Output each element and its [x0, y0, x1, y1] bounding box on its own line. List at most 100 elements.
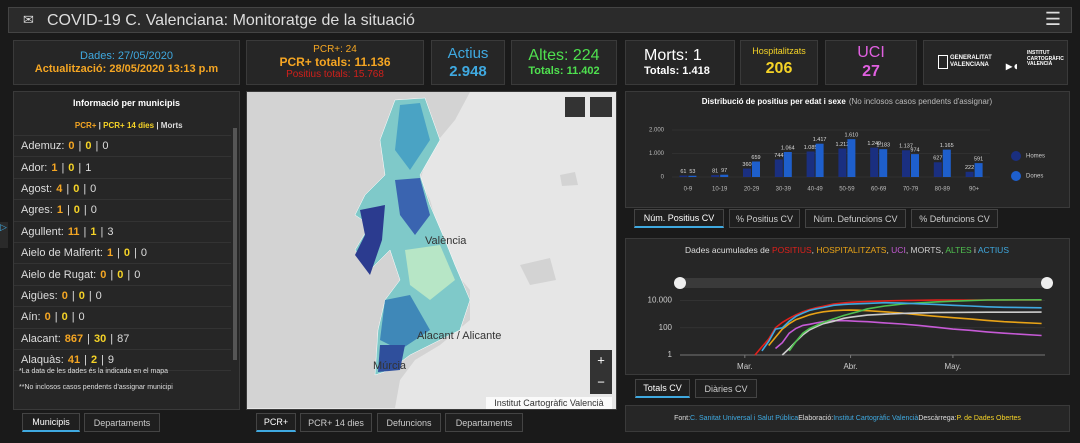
bar — [743, 168, 751, 177]
actius-value: 2.948 — [449, 62, 487, 80]
title-series: ALTES — [945, 245, 972, 255]
footer-link[interactable]: Institut Cartogràfic Valencià — [833, 415, 919, 422]
footer-link[interactable]: P. de Dades Obertes — [956, 415, 1021, 422]
data-date: Dades: 27/05/2020 — [80, 49, 173, 62]
separator: | — [66, 182, 70, 195]
municipality-value: 0 — [90, 182, 97, 195]
note: **No inclosos casos pendents d'assignar … — [19, 384, 173, 391]
x-tick-label: 80-89 — [935, 187, 951, 193]
municipality-value: 0 — [68, 140, 75, 153]
hosp-card: Hospitalitzats 206 — [740, 40, 818, 85]
bar — [720, 174, 729, 177]
tab[interactable]: PCR+ 14 dies — [300, 413, 372, 432]
menu-button[interactable]: ☰ — [1044, 9, 1061, 29]
separator: | — [101, 354, 104, 367]
value-label: 1.249 — [867, 141, 881, 147]
tab[interactable]: Defuncions — [377, 413, 441, 432]
value-label: 97 — [721, 168, 727, 174]
x-tick-label: 40-49 — [807, 187, 823, 193]
side-toggle[interactable]: ▷ — [0, 222, 8, 248]
municipality-value: 30 — [93, 332, 107, 345]
x-tick-label: 20-29 — [744, 187, 760, 193]
range-slider — [680, 278, 1047, 288]
separator: : — [93, 268, 97, 281]
footer-text: Elaboració: — [798, 415, 834, 422]
series-line — [754, 299, 1042, 356]
app-icon: ✉ — [23, 12, 34, 27]
tab[interactable]: PCR+ — [256, 413, 296, 432]
municipality-row: Aielo de Malferit:1 | 0 | 0 — [14, 243, 231, 265]
note: *La data de les dades és la indicada en … — [19, 368, 169, 375]
separator: | — [127, 268, 131, 281]
tab[interactable]: Totals CV — [635, 379, 690, 398]
municipality-value: 0 — [73, 182, 80, 195]
separator: | — [83, 204, 87, 217]
title-part: , — [812, 245, 817, 255]
municipality-name: Aielo de Rugat — [21, 268, 94, 281]
zoom-out-label[interactable]: − — [597, 374, 605, 389]
map-label: Múrcia — [373, 360, 407, 372]
map: + − València Alacant / Alicante Múrcia I… — [247, 92, 616, 409]
pcr-totals: PCR+ totals: 11.136 — [279, 54, 391, 69]
tab[interactable]: Núm. Defuncions CV — [805, 209, 906, 228]
zoom-out[interactable] — [590, 372, 612, 394]
tab[interactable]: Departaments — [84, 413, 160, 432]
x-tick-label: 60-69 — [871, 187, 887, 193]
municipality-value: 2 — [90, 354, 98, 367]
separator: | — [88, 289, 92, 302]
scrollbar[interactable] — [233, 128, 237, 360]
tab[interactable]: Departaments — [445, 413, 523, 432]
slider-handle[interactable] — [674, 277, 686, 289]
separator: : — [44, 161, 48, 174]
list-button[interactable] — [590, 97, 612, 117]
legend-marker — [1011, 171, 1021, 181]
legend-item: | Morts — [156, 121, 183, 130]
municipality-value: 1 — [51, 161, 58, 174]
tab[interactable]: % Positius CV — [729, 209, 800, 228]
separator: : — [37, 311, 41, 324]
uci-card: UCI 27 — [825, 40, 917, 85]
actius-card: Actius 2.948 — [431, 40, 505, 85]
separator: | — [66, 204, 70, 217]
value-label: 591 — [974, 157, 983, 163]
value-label: 53 — [689, 169, 695, 175]
tab[interactable]: % Defuncions CV — [911, 209, 998, 228]
slider-handle[interactable] — [1041, 277, 1053, 289]
legend-item: PCR+ 14 dies — [103, 121, 155, 130]
municipality-value: 1 — [90, 225, 97, 238]
value-label: 360 — [742, 162, 751, 168]
x-tick-label: Mar. — [737, 362, 753, 371]
municipality-row: Alaquàs:41 | 2 | 9 — [14, 350, 231, 372]
morts-totals: Totals: 1.418 — [644, 65, 710, 78]
tab[interactable]: Diàries CV — [695, 379, 757, 398]
separator: : — [61, 140, 65, 153]
municipality-value: 867 — [64, 332, 84, 345]
zoom-in[interactable] — [590, 350, 612, 372]
bar — [847, 139, 856, 177]
value-label: 81 — [712, 169, 718, 175]
actius-label: Actius — [447, 45, 489, 63]
footer-link[interactable]: C. Sanitat Universal i Salut Pública — [690, 415, 799, 422]
municipality-value: 0 — [68, 161, 75, 174]
region — [405, 245, 455, 300]
x-tick-label: 10-19 — [712, 187, 728, 193]
municipality-name: Aigües — [21, 289, 55, 302]
pcr-card: PCR+: 24 PCR+ totals: 11.136 Positius to… — [246, 40, 424, 85]
home-button[interactable] — [565, 97, 585, 117]
y-tick-label: 100 — [659, 323, 673, 332]
hosp-value: 206 — [765, 60, 793, 78]
separator: | — [87, 332, 90, 345]
chart-title: Distribució de positius per edat i sexe(… — [702, 97, 993, 106]
title-series: ACTIUS — [978, 245, 1010, 255]
municipality-value: 9 — [107, 354, 115, 367]
municipality-name: Alaquàs — [21, 354, 61, 367]
zoom-in-label[interactable]: + — [597, 352, 605, 367]
separator: | — [100, 225, 104, 238]
logo-icon — [938, 55, 948, 69]
value-label: 974 — [910, 148, 919, 154]
tab[interactable]: Municipis — [22, 413, 80, 432]
y-tick-label: 1.000 — [649, 151, 665, 157]
municipality-value: 3 — [107, 225, 114, 238]
tab[interactable]: Núm. Positius CV — [634, 209, 724, 228]
separator: : — [57, 332, 61, 345]
